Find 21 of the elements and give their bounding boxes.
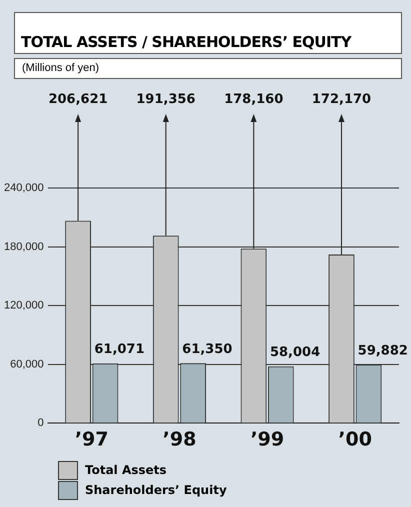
x-tick-label: ’98 — [162, 428, 196, 451]
legend-label: Total Assets — [85, 463, 167, 477]
text: 191,356 — [136, 92, 196, 107]
y-tick-label: 180,000 — [4, 240, 44, 253]
legend-label: Shareholders’ Equity — [85, 483, 227, 497]
y-tick-label: 0 — [38, 417, 44, 430]
text: 206,621 — [48, 92, 108, 107]
x-tick-label: ’99 — [250, 428, 284, 451]
text: 178,160 — [224, 92, 284, 107]
data-label: 59,882 — [358, 343, 408, 358]
text: 172,170 — [312, 92, 372, 107]
y-tick-label: 60,000 — [10, 358, 44, 370]
x-tick-label: ’00 — [338, 428, 372, 451]
data-label: 61,350 — [182, 342, 232, 357]
data-label: 58,004 — [270, 345, 320, 360]
chart-title: TOTAL ASSETS / SHAREHOLDERS’ EQUITY — [14, 12, 402, 54]
chart-subtitle: (Millions of yen) — [14, 58, 402, 79]
data-label: 61,071 — [94, 342, 145, 358]
y-tick-label: 120,000 — [4, 300, 44, 312]
y-tick-label: 240,000 — [4, 182, 44, 194]
x-tick-label: ’97 — [74, 428, 109, 451]
